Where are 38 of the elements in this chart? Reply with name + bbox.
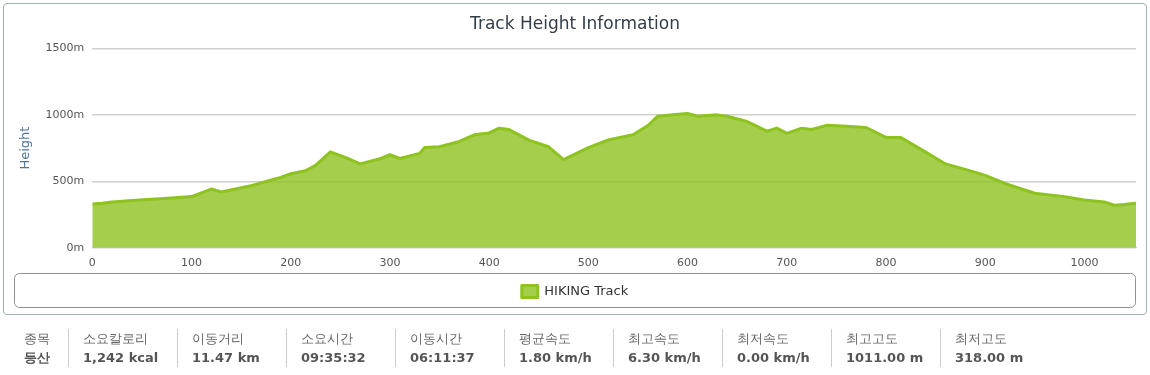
text: 11.47 km bbox=[192, 349, 261, 367]
text: 1.80 km/h bbox=[519, 349, 593, 367]
x-tick-label: 500 bbox=[577, 256, 599, 270]
y-tick-label: 1000m bbox=[45, 107, 85, 121]
x-tick-label: 600 bbox=[677, 256, 699, 270]
text: 318.00 m bbox=[955, 349, 1025, 367]
text: 최저속도 bbox=[737, 330, 790, 348]
y-axis-title: Height bbox=[17, 126, 33, 170]
y-tick-label: 500m bbox=[52, 174, 85, 188]
text: 최저고도 bbox=[955, 330, 1008, 348]
text: 소요칼로리 bbox=[83, 330, 149, 348]
x-tick-label: 1000 bbox=[1070, 256, 1099, 270]
x-tick-label: 300 bbox=[379, 256, 401, 270]
x-tick-label: 800 bbox=[875, 256, 897, 270]
text: 이동거리 bbox=[192, 330, 245, 348]
text: 최고속도 bbox=[628, 330, 681, 348]
text: 최고고도 bbox=[846, 330, 899, 348]
text: 6.30 km/h bbox=[628, 349, 702, 367]
text: 1,242 kcal bbox=[83, 349, 160, 367]
y-tick-label: 0m bbox=[66, 240, 85, 254]
chart-title: Track Height Information bbox=[469, 12, 680, 33]
y-tick-label: 1500m bbox=[45, 41, 85, 55]
x-tick-label: 700 bbox=[776, 256, 798, 270]
x-tick-label: 400 bbox=[478, 256, 500, 270]
text: 소요시간 bbox=[301, 330, 354, 348]
text: 1011.00 m bbox=[846, 349, 925, 367]
text: 09:35:32 bbox=[301, 349, 367, 367]
text: 이동시간 bbox=[410, 330, 463, 348]
text: 종목 bbox=[24, 330, 51, 348]
text: 06:11:37 bbox=[410, 349, 476, 367]
x-tick-label: 200 bbox=[280, 256, 302, 270]
legend-label: HIKING Track bbox=[544, 282, 629, 298]
x-tick-label: 0 bbox=[88, 256, 96, 270]
text: 0.00 km/h bbox=[737, 349, 811, 367]
text: 등산 bbox=[24, 349, 51, 367]
x-tick-label: 100 bbox=[181, 256, 203, 270]
text: 평균속도 bbox=[519, 330, 572, 348]
x-tick-label: 900 bbox=[974, 256, 996, 270]
